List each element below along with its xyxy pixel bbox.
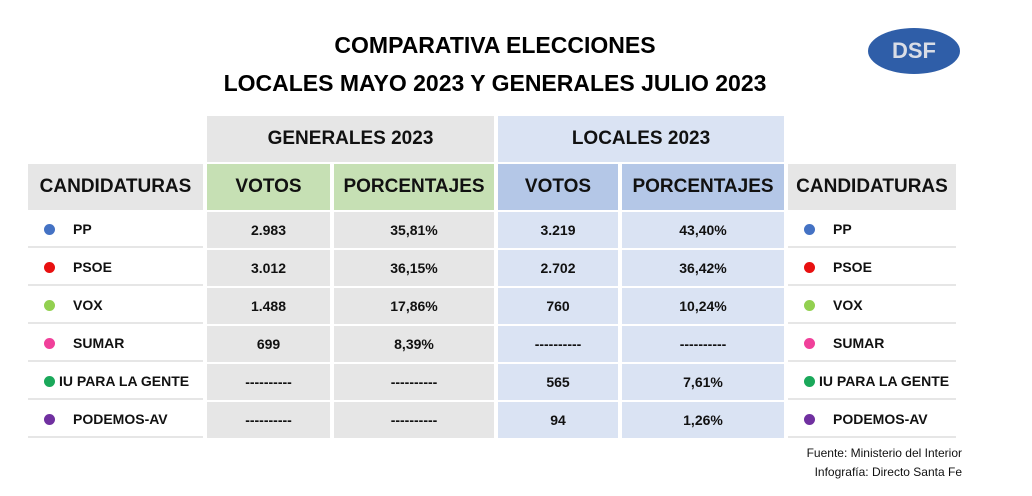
locales-votos: ---------- <box>498 326 618 362</box>
party-color-dot-icon <box>804 413 815 425</box>
party-color-dot-icon <box>44 299 55 311</box>
candidate-right: VOX <box>788 288 956 324</box>
party-color-dot-icon <box>804 375 815 387</box>
candidate-right: PP <box>788 212 956 248</box>
locales-porcentaje: 36,42% <box>622 250 784 286</box>
candidate-name: VOX <box>833 297 863 313</box>
credit-text: Infografía: Directo Santa Fe <box>814 465 962 479</box>
header-candidaturas-right: CANDIDATURAS <box>788 164 956 210</box>
title-line-2: LOCALES MAYO 2023 Y GENERALES JULIO 2023 <box>223 70 767 96</box>
generales-porcentaje: ---------- <box>334 402 494 438</box>
empty-cell <box>788 116 956 162</box>
locales-porcentaje: 43,40% <box>622 212 784 248</box>
candidate-right: PSOE <box>788 250 956 286</box>
empty-cell <box>28 116 203 162</box>
locales-porcentaje: 1,26% <box>622 402 784 438</box>
candidate-name: PP <box>833 221 852 237</box>
generales-votos: 1.488 <box>207 288 330 324</box>
candidate-left: SUMAR <box>28 326 203 362</box>
party-color-dot-icon <box>44 413 55 425</box>
candidate-name: SUMAR <box>833 335 885 351</box>
header-votos-generales: VOTOS <box>207 164 330 210</box>
party-color-dot-icon <box>804 337 815 349</box>
candidate-right: PODEMOS-AV <box>788 402 956 438</box>
locales-votos: 760 <box>498 288 618 324</box>
party-color-dot-icon <box>804 299 815 311</box>
party-color-dot-icon <box>804 261 815 273</box>
header-candidaturas: CANDIDATURAS <box>28 164 203 210</box>
candidate-left: VOX <box>28 288 203 324</box>
dsf-logo: DSF <box>868 28 960 74</box>
generales-porcentaje: 36,15% <box>334 250 494 286</box>
party-color-dot-icon <box>44 375 55 387</box>
candidate-name: IU PARA LA GENTE <box>819 373 950 389</box>
generales-porcentaje: 8,39% <box>334 326 494 362</box>
party-color-dot-icon <box>44 337 55 349</box>
candidate-name: PP <box>73 221 92 237</box>
candidate-name: PODEMOS-AV <box>73 411 168 427</box>
candidate-left: IU PARA LA GENTE <box>28 364 203 400</box>
generales-votos: ---------- <box>207 402 330 438</box>
candidate-name: PODEMOS-AV <box>833 411 928 427</box>
locales-votos: 565 <box>498 364 618 400</box>
header-porcentajes-locales: PORCENTAJES <box>622 164 784 210</box>
locales-porcentaje: 7,61% <box>622 364 784 400</box>
generales-votos: 2.983 <box>207 212 330 248</box>
candidate-right: IU PARA LA GENTE <box>788 364 956 400</box>
candidate-name: PSOE <box>73 259 112 275</box>
source-text: Fuente: Ministerio del Interior <box>806 446 962 460</box>
results-table: GENERALES 2023 LOCALES 2023 CANDIDATURAS… <box>28 116 956 438</box>
party-color-dot-icon <box>44 223 55 235</box>
generales-votos: ---------- <box>207 364 330 400</box>
candidate-name: IU PARA LA GENTE <box>59 373 190 389</box>
locales-votos: 2.702 <box>498 250 618 286</box>
generales-porcentaje: 17,86% <box>334 288 494 324</box>
locales-votos: 3.219 <box>498 212 618 248</box>
locales-votos: 94 <box>498 402 618 438</box>
generales-porcentaje: 35,81% <box>334 212 494 248</box>
generales-porcentaje: ---------- <box>334 364 494 400</box>
locales-porcentaje: 10,24% <box>622 288 784 324</box>
party-color-dot-icon <box>44 261 55 273</box>
candidate-left: PODEMOS-AV <box>28 402 203 438</box>
party-color-dot-icon <box>804 223 815 235</box>
candidate-left: PP <box>28 212 203 248</box>
locales-porcentaje: ---------- <box>622 326 784 362</box>
candidate-left: PSOE <box>28 250 203 286</box>
candidate-name: VOX <box>73 297 103 313</box>
header-generales: GENERALES 2023 <box>207 116 494 162</box>
generales-votos: 699 <box>207 326 330 362</box>
header-votos-locales: VOTOS <box>498 164 618 210</box>
header-locales: LOCALES 2023 <box>498 116 784 162</box>
title-line-1: COMPARATIVA ELECCIONES <box>334 32 656 58</box>
candidate-name: SUMAR <box>73 335 125 351</box>
header-porcentajes-generales: PORCENTAJES <box>334 164 494 210</box>
candidate-name: PSOE <box>833 259 872 275</box>
generales-votos: 3.012 <box>207 250 330 286</box>
candidate-right: SUMAR <box>788 326 956 362</box>
